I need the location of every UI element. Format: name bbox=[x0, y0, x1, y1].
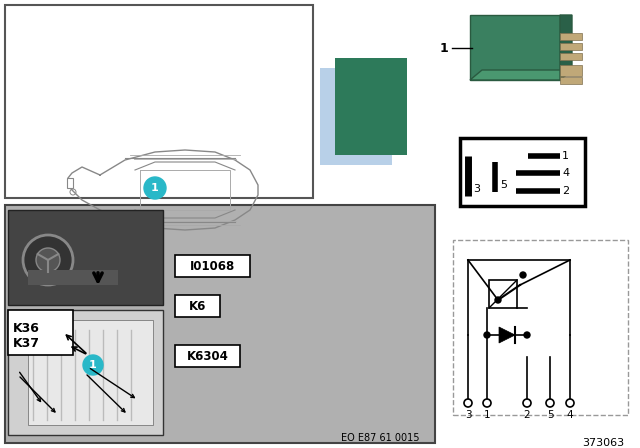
Text: 5: 5 bbox=[547, 410, 554, 420]
Text: 2: 2 bbox=[524, 410, 531, 420]
Text: EO E87 61 0015: EO E87 61 0015 bbox=[340, 433, 419, 443]
Bar bbox=[5, 205, 435, 443]
Circle shape bbox=[483, 399, 491, 407]
Bar bbox=[560, 43, 582, 50]
Circle shape bbox=[23, 235, 73, 285]
Bar bbox=[5, 5, 313, 198]
Text: 1: 1 bbox=[89, 360, 97, 370]
Circle shape bbox=[83, 355, 103, 375]
Bar bbox=[175, 345, 240, 367]
Text: 4: 4 bbox=[562, 168, 569, 178]
Bar bbox=[8, 310, 163, 435]
Circle shape bbox=[484, 332, 490, 338]
Text: 4: 4 bbox=[566, 410, 573, 420]
Text: 1: 1 bbox=[562, 151, 569, 161]
Bar bbox=[470, 15, 560, 80]
Text: 1: 1 bbox=[439, 42, 448, 55]
Polygon shape bbox=[470, 70, 572, 80]
Polygon shape bbox=[499, 327, 515, 343]
Bar bbox=[453, 240, 628, 415]
Bar bbox=[489, 280, 517, 308]
Circle shape bbox=[546, 399, 554, 407]
Circle shape bbox=[495, 297, 501, 303]
Bar bbox=[28, 270, 118, 285]
Circle shape bbox=[144, 177, 166, 199]
Text: K36: K36 bbox=[13, 322, 40, 335]
Text: 5: 5 bbox=[500, 180, 507, 190]
Text: 3: 3 bbox=[465, 410, 471, 420]
Text: K37: K37 bbox=[13, 336, 40, 349]
Bar bbox=[175, 295, 220, 317]
Text: 373063: 373063 bbox=[582, 438, 624, 448]
Circle shape bbox=[36, 248, 60, 272]
Bar bbox=[560, 65, 582, 76]
Bar bbox=[67, 178, 73, 188]
Circle shape bbox=[566, 399, 574, 407]
Bar bbox=[175, 255, 250, 277]
Text: 2: 2 bbox=[562, 186, 569, 196]
Circle shape bbox=[464, 399, 472, 407]
Bar bbox=[560, 77, 582, 84]
Bar bbox=[335, 58, 407, 155]
Circle shape bbox=[520, 272, 526, 278]
Bar bbox=[28, 320, 153, 425]
Bar bbox=[320, 68, 392, 165]
Polygon shape bbox=[560, 15, 572, 80]
Text: 3: 3 bbox=[473, 184, 480, 194]
Bar bbox=[8, 210, 163, 305]
Circle shape bbox=[524, 332, 530, 338]
Text: K6304: K6304 bbox=[187, 349, 228, 362]
Bar bbox=[560, 33, 582, 40]
Circle shape bbox=[523, 399, 531, 407]
Text: K6: K6 bbox=[189, 300, 206, 313]
Text: 1: 1 bbox=[151, 183, 159, 193]
Bar bbox=[560, 53, 582, 60]
Text: I01068: I01068 bbox=[190, 259, 235, 272]
Bar bbox=[460, 138, 585, 206]
Bar bbox=[8, 310, 73, 355]
Text: 1: 1 bbox=[484, 410, 490, 420]
